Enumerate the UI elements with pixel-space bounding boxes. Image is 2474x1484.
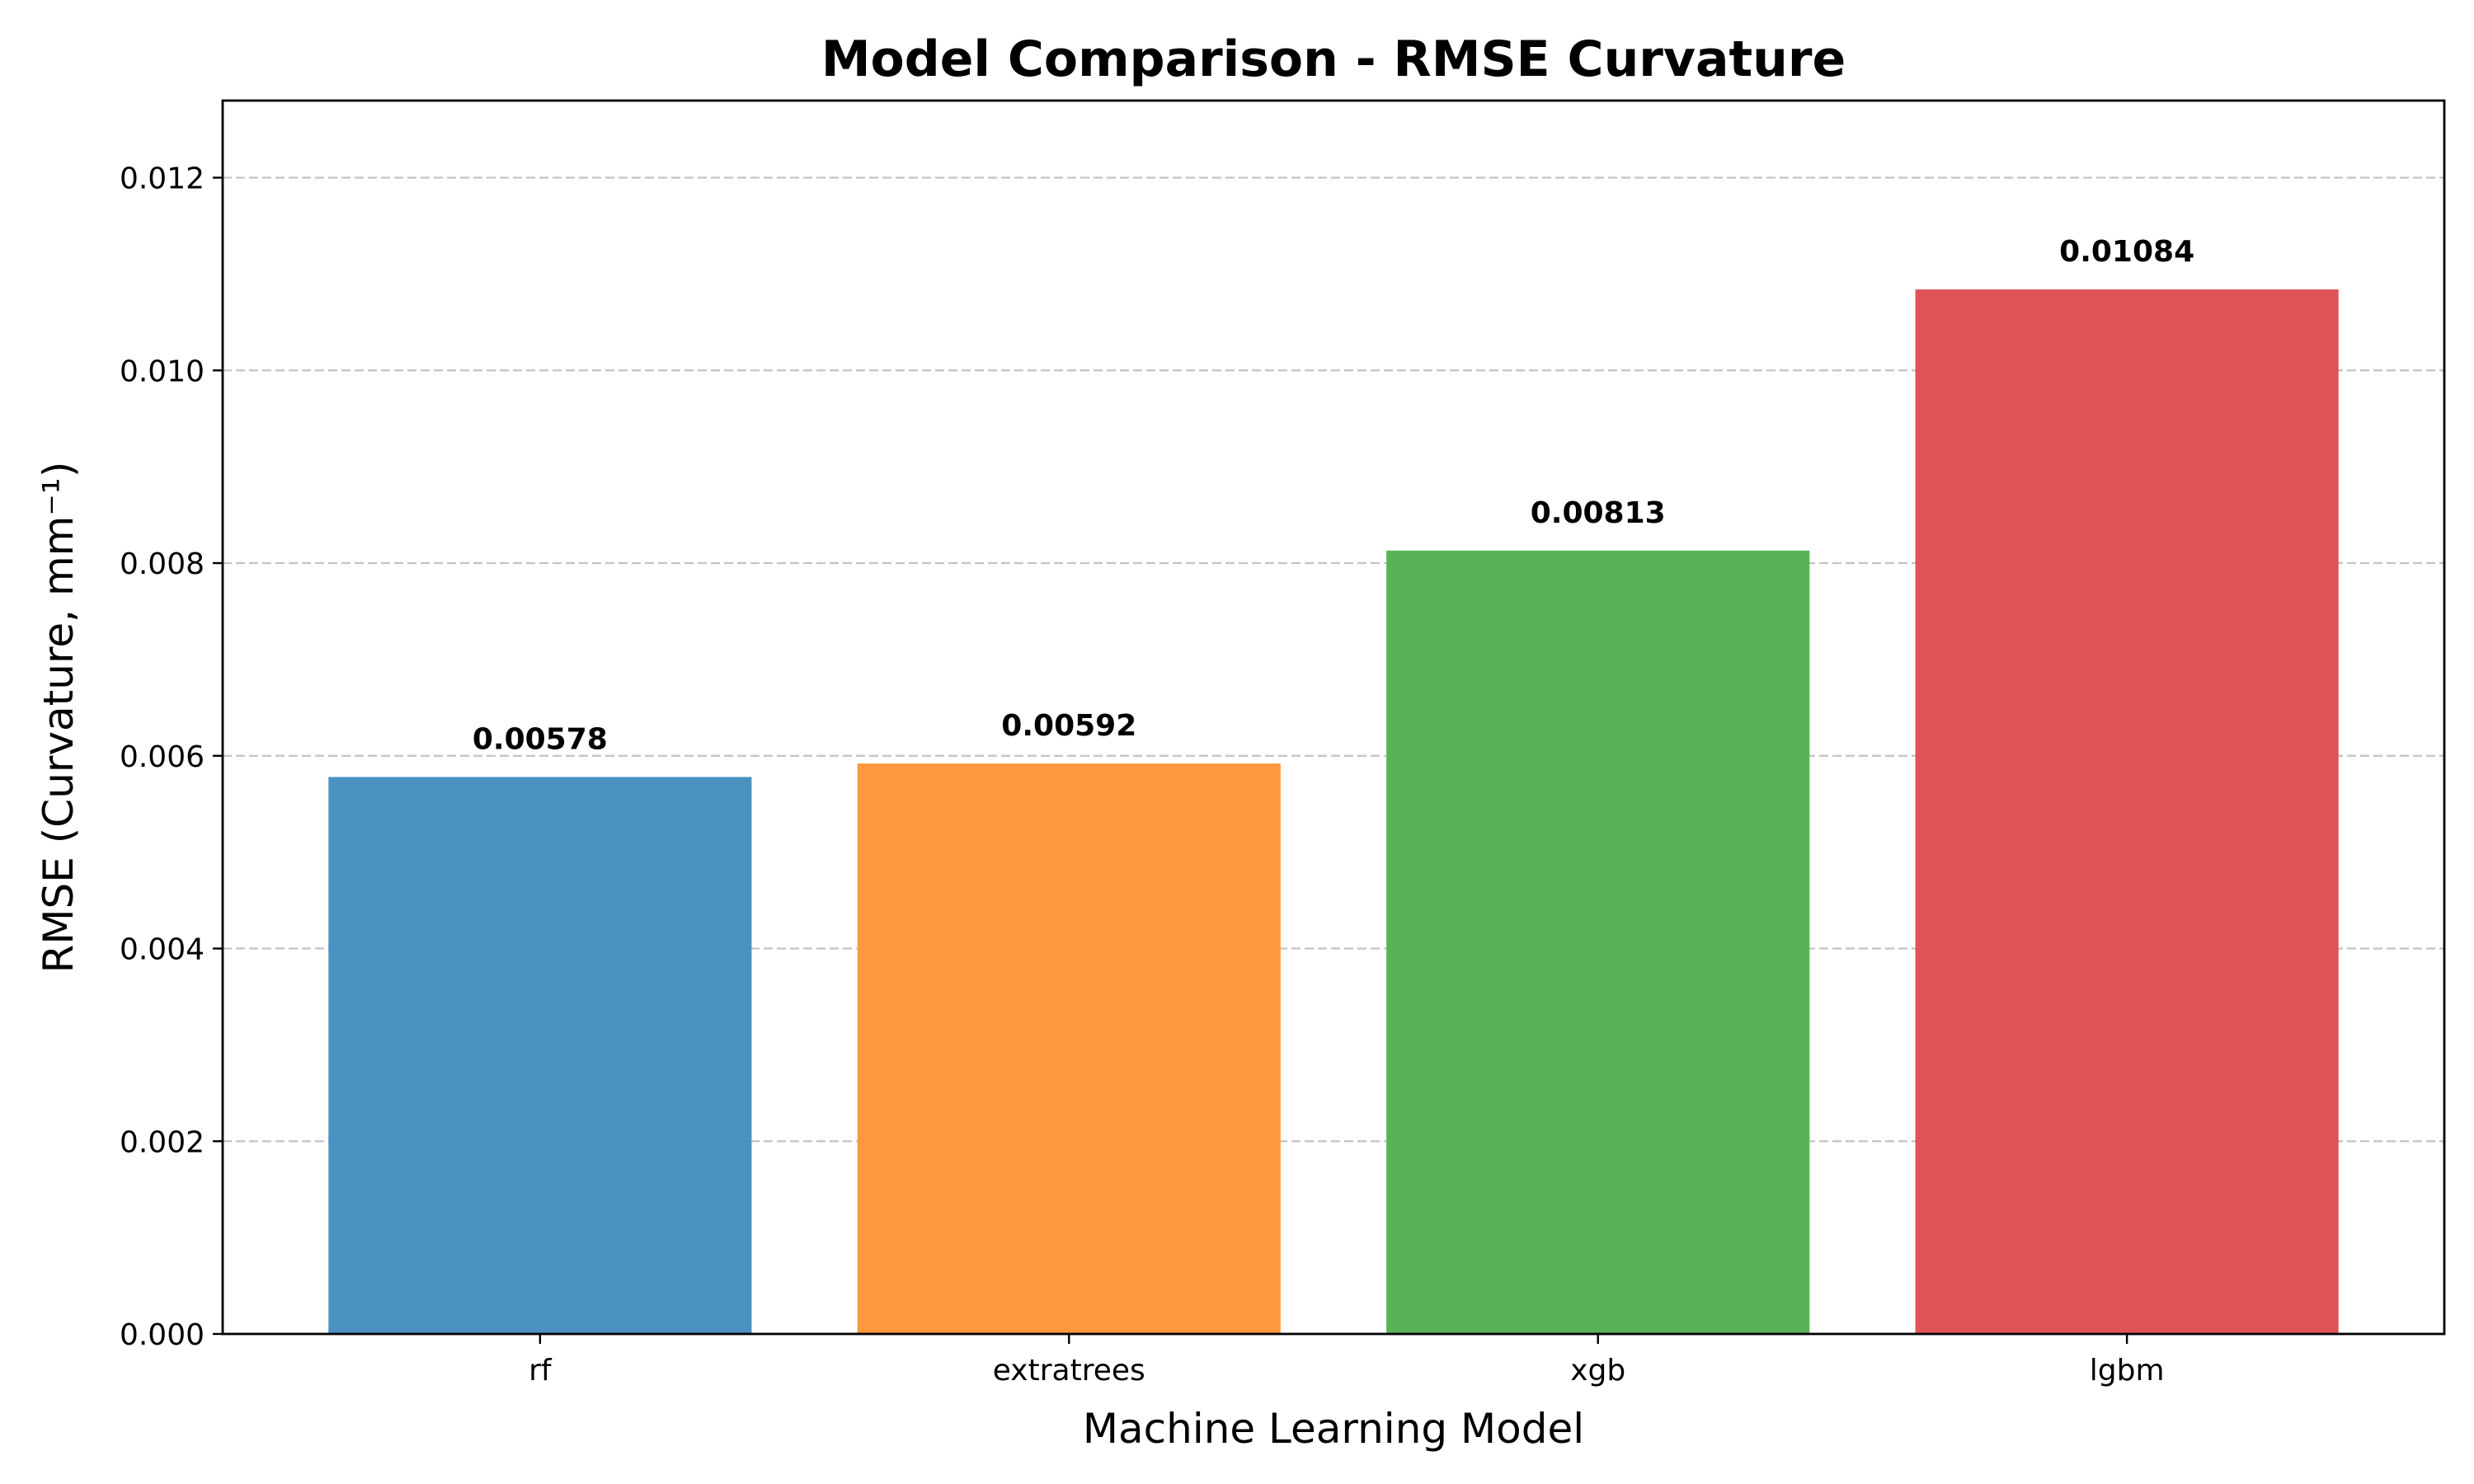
x-axis-ticks: rf extratrees xgb lgbm [529, 1334, 2165, 1388]
y-tick-label: 0.006 [120, 740, 205, 774]
y-tick-label: 0.010 [120, 355, 205, 388]
data-label-extratrees: 0.00592 [1001, 709, 1136, 743]
data-label-rf: 0.00578 [473, 722, 608, 756]
y-axis-label: RMSE (Curvature, mm⁻¹) [35, 462, 82, 974]
x-tick-label-xgb: xgb [1570, 1354, 1625, 1388]
data-label-xgb: 0.00813 [1531, 496, 1666, 530]
data-labels: 0.00578 0.00592 0.00813 0.01084 [473, 235, 2194, 756]
y-tick-label: 0.002 [120, 1125, 205, 1159]
y-tick-label: 0.004 [120, 933, 205, 967]
bars [328, 289, 2339, 1335]
y-tick-label: 0.000 [120, 1318, 205, 1352]
data-label-lgbm: 0.01084 [2059, 235, 2194, 269]
y-tick-label: 0.012 [120, 162, 205, 196]
y-tick-label: 0.008 [120, 547, 205, 581]
chart-title: Model Comparison - RMSE Curvature [821, 31, 1846, 88]
bar-rf [328, 777, 752, 1334]
bar-lgbm [1915, 289, 2339, 1335]
x-tick-label-rf: rf [529, 1354, 553, 1388]
plot-frame [221, 99, 2446, 1336]
bar-xgb [1386, 550, 1810, 1334]
y-axis-ticks: 0.000 0.002 0.004 0.006 0.008 0.010 0.012 [120, 162, 223, 1352]
x-tick-label-extratrees: extratrees [993, 1354, 1145, 1388]
bar-extratrees [857, 763, 1281, 1334]
x-tick-label-lgbm: lgbm [2090, 1354, 2165, 1388]
x-axis-label: Machine Learning Model [1083, 1405, 1584, 1453]
